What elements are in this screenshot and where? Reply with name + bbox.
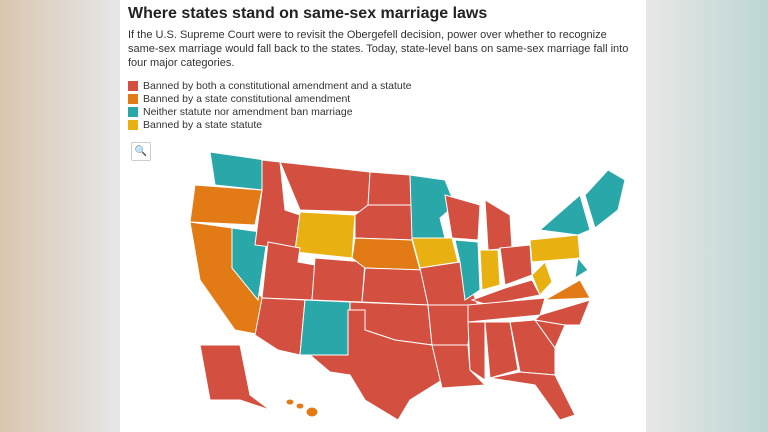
state xyxy=(529,234,581,263)
state xyxy=(489,371,576,421)
state xyxy=(544,279,591,301)
legend-label: Neither statute nor amendment ban marria… xyxy=(143,105,353,118)
state xyxy=(295,402,305,410)
state xyxy=(444,194,481,241)
legend-swatch xyxy=(128,93,138,104)
legend-item: Banned by both a constitutional amendmen… xyxy=(128,79,412,92)
state xyxy=(584,169,626,229)
state xyxy=(531,261,553,296)
state xyxy=(294,211,356,259)
legend-item: Banned by a state statute xyxy=(128,118,412,131)
legend-swatch xyxy=(128,119,138,130)
subtitle: If the U.S. Supreme Court were to revisi… xyxy=(128,29,629,69)
state xyxy=(427,304,473,346)
state xyxy=(367,171,413,206)
legend-label: Banned by a state constitutional amendme… xyxy=(143,92,351,105)
state xyxy=(254,297,306,356)
state xyxy=(299,299,351,356)
state xyxy=(285,398,295,406)
state xyxy=(354,204,413,241)
state xyxy=(361,267,429,306)
legend-item: Banned by a state constitutional amendme… xyxy=(128,92,412,105)
state xyxy=(479,249,501,291)
search-button[interactable]: 🔍 xyxy=(131,142,151,161)
legend-item: Neither statute nor amendment ban marria… xyxy=(128,105,412,118)
legend: Banned by both a constitutional amendmen… xyxy=(128,79,412,131)
state xyxy=(199,344,271,411)
legend-swatch xyxy=(128,106,138,117)
state xyxy=(533,299,591,326)
state xyxy=(454,239,481,301)
state xyxy=(467,321,486,381)
legend-label: Banned by a state statute xyxy=(143,118,263,131)
state xyxy=(209,151,266,191)
state xyxy=(311,257,366,303)
state xyxy=(308,309,443,421)
state xyxy=(499,244,533,286)
state xyxy=(431,344,487,389)
state xyxy=(305,406,319,418)
state xyxy=(509,319,556,376)
title: Where states stand on same-sex marriage … xyxy=(128,5,488,22)
state xyxy=(189,184,263,226)
legend-label: Banned by both a constitutional amendmen… xyxy=(143,79,412,92)
state xyxy=(351,237,421,271)
state xyxy=(279,161,371,213)
legend-swatch xyxy=(128,80,138,91)
state xyxy=(574,256,589,279)
state xyxy=(484,199,513,251)
state xyxy=(538,194,591,236)
state xyxy=(484,321,519,379)
